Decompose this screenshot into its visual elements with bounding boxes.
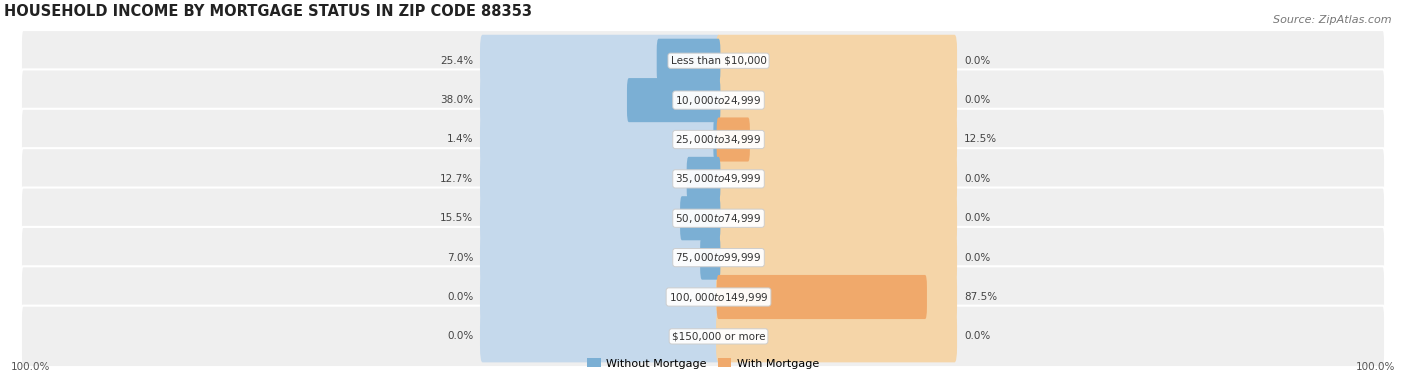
FancyBboxPatch shape bbox=[479, 310, 721, 362]
Text: $75,000 to $99,999: $75,000 to $99,999 bbox=[675, 251, 762, 264]
FancyBboxPatch shape bbox=[479, 35, 721, 87]
Text: HOUSEHOLD INCOME BY MORTGAGE STATUS IN ZIP CODE 88353: HOUSEHOLD INCOME BY MORTGAGE STATUS IN Z… bbox=[4, 4, 531, 19]
FancyBboxPatch shape bbox=[479, 231, 721, 284]
Text: 1.4%: 1.4% bbox=[447, 135, 474, 144]
Text: 0.0%: 0.0% bbox=[965, 95, 990, 105]
FancyBboxPatch shape bbox=[716, 192, 957, 244]
Text: $10,000 to $24,999: $10,000 to $24,999 bbox=[675, 93, 762, 107]
Text: 0.0%: 0.0% bbox=[447, 331, 474, 342]
Text: 100.0%: 100.0% bbox=[10, 362, 49, 372]
FancyBboxPatch shape bbox=[21, 109, 1385, 170]
FancyBboxPatch shape bbox=[716, 231, 957, 284]
FancyBboxPatch shape bbox=[716, 113, 957, 166]
Text: 7.0%: 7.0% bbox=[447, 253, 474, 263]
FancyBboxPatch shape bbox=[21, 69, 1385, 131]
FancyBboxPatch shape bbox=[713, 118, 720, 162]
FancyBboxPatch shape bbox=[479, 153, 721, 205]
Text: 0.0%: 0.0% bbox=[965, 331, 990, 342]
FancyBboxPatch shape bbox=[21, 306, 1385, 367]
Text: 12.7%: 12.7% bbox=[440, 174, 474, 184]
FancyBboxPatch shape bbox=[479, 74, 721, 126]
FancyBboxPatch shape bbox=[21, 187, 1385, 249]
Text: 12.5%: 12.5% bbox=[965, 135, 997, 144]
Text: 0.0%: 0.0% bbox=[965, 56, 990, 66]
Text: 100.0%: 100.0% bbox=[1357, 362, 1396, 372]
Text: $100,000 to $149,999: $100,000 to $149,999 bbox=[669, 291, 768, 303]
Text: 38.0%: 38.0% bbox=[440, 95, 474, 105]
FancyBboxPatch shape bbox=[716, 74, 957, 126]
FancyBboxPatch shape bbox=[21, 266, 1385, 328]
Text: 0.0%: 0.0% bbox=[965, 253, 990, 263]
Text: Less than $10,000: Less than $10,000 bbox=[671, 56, 766, 66]
FancyBboxPatch shape bbox=[700, 236, 720, 280]
FancyBboxPatch shape bbox=[21, 30, 1385, 92]
Text: $150,000 or more: $150,000 or more bbox=[672, 331, 765, 342]
FancyBboxPatch shape bbox=[686, 157, 720, 201]
FancyBboxPatch shape bbox=[479, 192, 721, 244]
FancyBboxPatch shape bbox=[717, 275, 927, 319]
FancyBboxPatch shape bbox=[627, 78, 720, 122]
Text: Source: ZipAtlas.com: Source: ZipAtlas.com bbox=[1274, 15, 1392, 25]
FancyBboxPatch shape bbox=[21, 227, 1385, 288]
Text: 25.4%: 25.4% bbox=[440, 56, 474, 66]
FancyBboxPatch shape bbox=[681, 196, 720, 240]
Text: 0.0%: 0.0% bbox=[965, 213, 990, 223]
Text: $35,000 to $49,999: $35,000 to $49,999 bbox=[675, 172, 762, 185]
FancyBboxPatch shape bbox=[479, 113, 721, 166]
Text: 0.0%: 0.0% bbox=[447, 292, 474, 302]
Text: 15.5%: 15.5% bbox=[440, 213, 474, 223]
Text: 87.5%: 87.5% bbox=[965, 292, 997, 302]
FancyBboxPatch shape bbox=[657, 39, 720, 83]
FancyBboxPatch shape bbox=[479, 271, 721, 323]
Text: 0.0%: 0.0% bbox=[965, 174, 990, 184]
Legend: Without Mortgage, With Mortgage: Without Mortgage, With Mortgage bbox=[582, 354, 824, 373]
FancyBboxPatch shape bbox=[716, 35, 957, 87]
Text: $25,000 to $34,999: $25,000 to $34,999 bbox=[675, 133, 762, 146]
FancyBboxPatch shape bbox=[21, 148, 1385, 210]
FancyBboxPatch shape bbox=[716, 310, 957, 362]
FancyBboxPatch shape bbox=[716, 271, 957, 323]
Text: $50,000 to $74,999: $50,000 to $74,999 bbox=[675, 212, 762, 225]
FancyBboxPatch shape bbox=[717, 118, 749, 162]
FancyBboxPatch shape bbox=[716, 153, 957, 205]
